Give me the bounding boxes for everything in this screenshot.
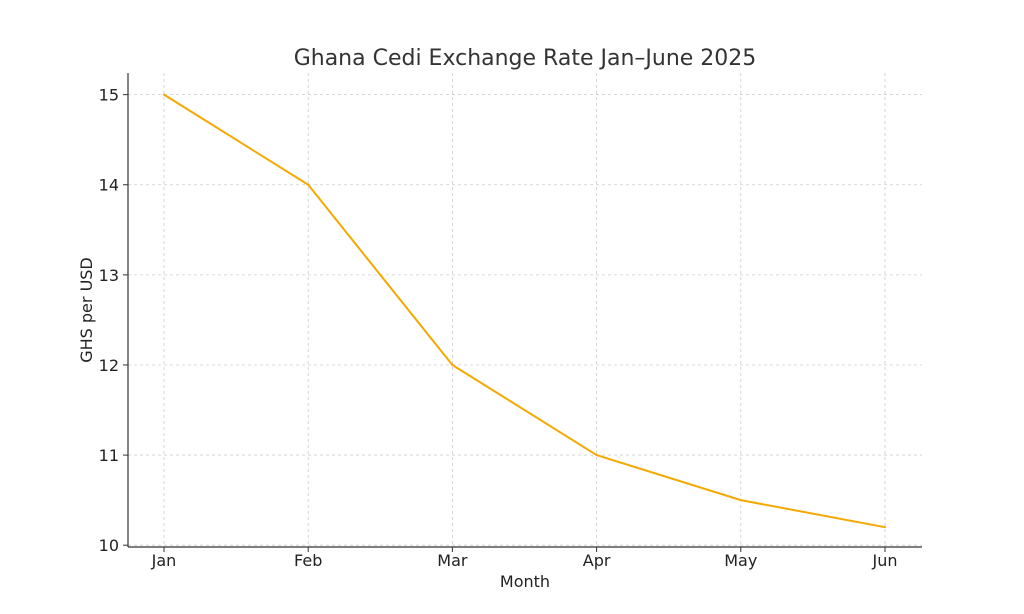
x-tick-label: Feb xyxy=(294,551,322,570)
series-line xyxy=(163,93,886,529)
data-point xyxy=(307,183,310,186)
chart-title: Ghana Cedi Exchange Rate Jan–June 2025 xyxy=(294,46,757,71)
data-point xyxy=(739,499,742,502)
x-tick-label: Apr xyxy=(583,551,611,570)
grid xyxy=(128,73,922,547)
series xyxy=(163,93,886,529)
x-tick-label: Jun xyxy=(872,551,898,570)
data-point xyxy=(451,363,454,366)
tick-labels: Jan Feb Mar Apr May Jun 10 11 12 13 14 15 xyxy=(99,86,898,570)
y-tick-label: 13 xyxy=(99,266,119,285)
x-axis-label: Month xyxy=(500,572,550,591)
data-point xyxy=(163,93,165,96)
x-tick-label: May xyxy=(724,551,757,570)
y-tick-label: 11 xyxy=(99,446,119,465)
data-point xyxy=(884,526,886,529)
x-tick-label: Jan xyxy=(151,551,177,570)
y-tick-label: 12 xyxy=(99,356,119,375)
axes xyxy=(123,73,922,552)
y-tick-label: 10 xyxy=(99,536,119,555)
y-tick-label: 14 xyxy=(99,176,119,195)
x-tick-label: Mar xyxy=(437,551,468,570)
data-point xyxy=(595,454,598,457)
y-axis-label: GHS per USD xyxy=(77,257,96,363)
y-tick-label: 15 xyxy=(99,86,119,105)
